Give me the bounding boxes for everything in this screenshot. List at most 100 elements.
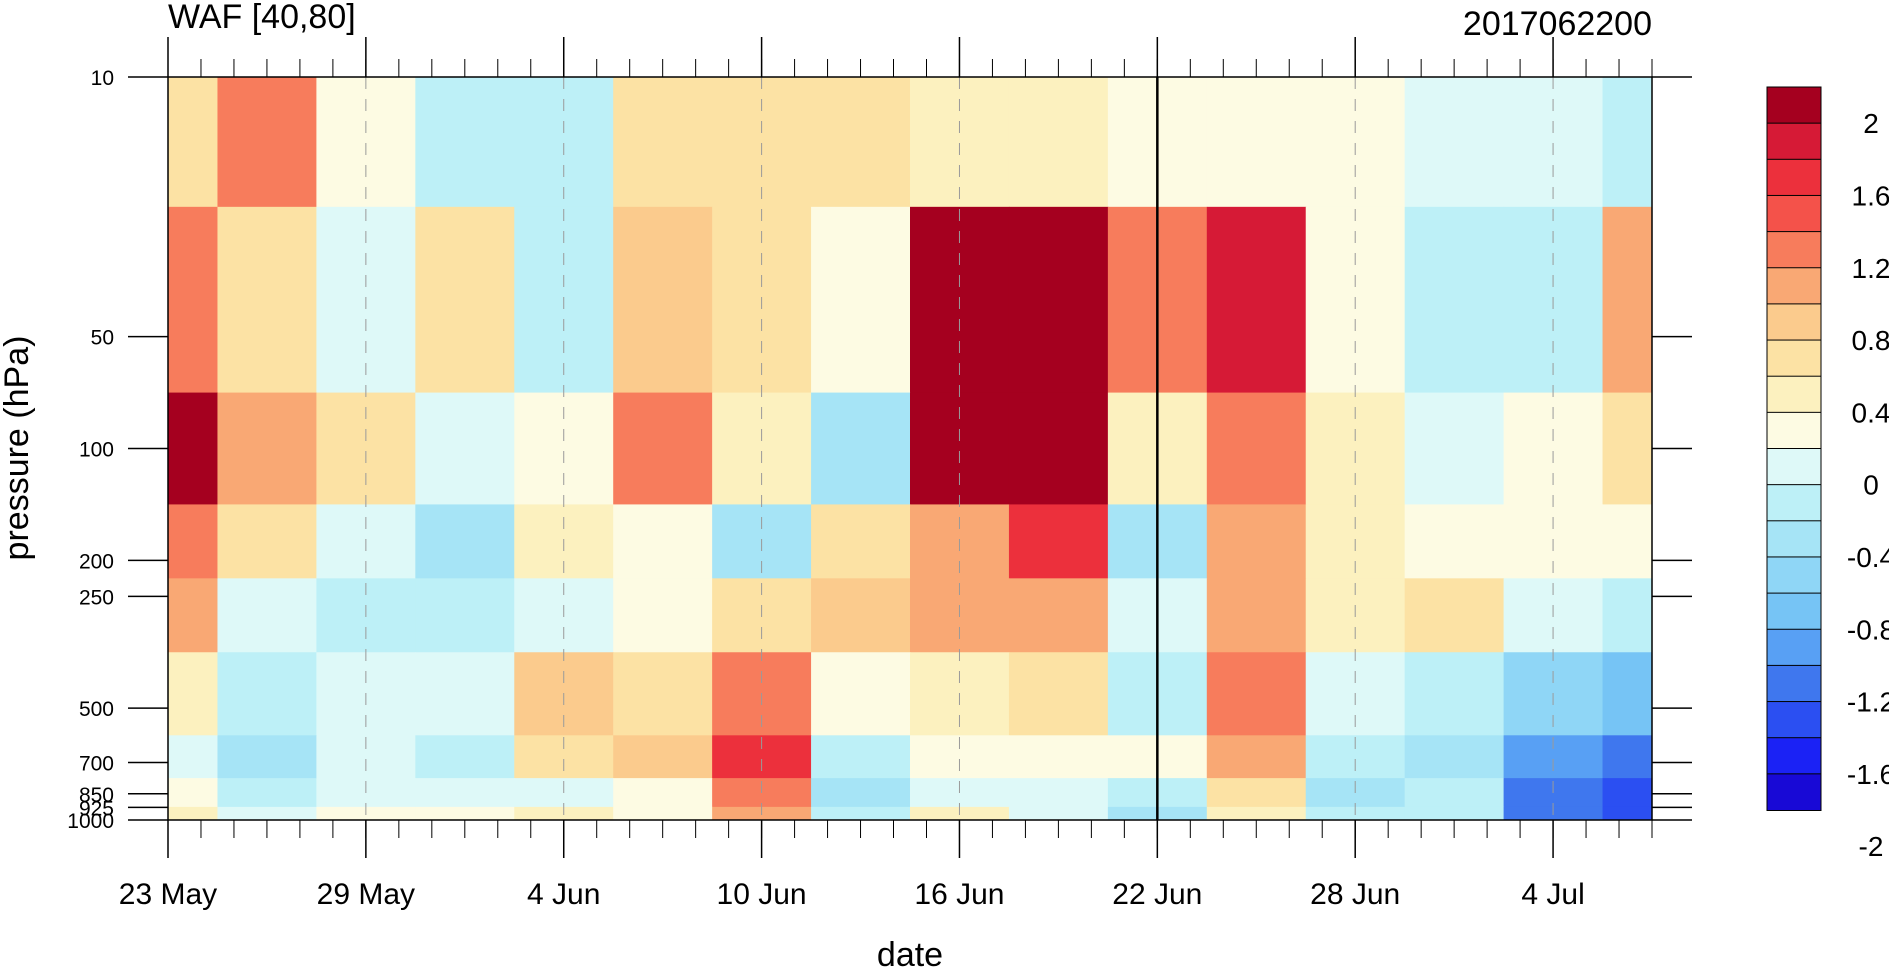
colorbar-swatch: [1766, 556, 1822, 595]
colorbar-label: -1.2: [1847, 687, 1889, 718]
heatmap-cell: [1602, 806, 1652, 820]
heatmap-cell: [1206, 504, 1307, 579]
heatmap-cell: [811, 806, 911, 820]
heatmap-cell: [811, 735, 911, 779]
heatmap-cell: [415, 806, 515, 820]
colorbar-swatch: [1766, 628, 1822, 667]
heatmap-cell: [1404, 504, 1505, 579]
heatmap-cell: [1206, 806, 1307, 820]
heatmap-cell: [1602, 77, 1652, 208]
heatmap-cell: [1404, 778, 1505, 808]
heatmap-cell: [811, 504, 911, 579]
heatmap-cell: [514, 77, 614, 208]
x-tick-label: 23 May: [119, 878, 217, 911]
heatmap-cell: [613, 652, 713, 736]
heatmap-cell: [415, 77, 515, 208]
heatmap-cell: [1602, 735, 1652, 779]
heatmap-cell: [1404, 806, 1505, 820]
colorbar-swatch: [1766, 194, 1822, 233]
colorbar-swatch: [1766, 231, 1822, 269]
heatmap-cell: [1305, 77, 1406, 208]
colorbar-swatch: [1766, 664, 1822, 703]
heatmap-cell: [1206, 778, 1307, 808]
heatmap-cell: [1404, 735, 1505, 779]
heatmap-cell: [1404, 578, 1505, 653]
colorbar-swatch: [1766, 86, 1822, 125]
x-tick-label: 16 Jun: [914, 878, 1004, 911]
y-tick-label: 10: [91, 67, 114, 90]
heatmap-cell: [613, 77, 713, 208]
heatmap-cell: [1206, 206, 1307, 394]
heatmap-cell: [1206, 77, 1307, 208]
colorbar-swatch: [1766, 339, 1822, 378]
heatmap-cells: [168, 77, 1652, 820]
colorbar-label: 0.4: [1852, 397, 1889, 428]
x-tick-label: 10 Jun: [717, 878, 807, 911]
colorbar-swatch: [1766, 303, 1822, 342]
y-tick-label: 200: [79, 550, 114, 573]
heatmap-cell: [1404, 392, 1505, 505]
heatmap-cell: [168, 392, 218, 505]
heatmap-cell: [1602, 652, 1652, 736]
heatmap-cell: [217, 206, 317, 394]
heatmap-cell: [1602, 504, 1652, 579]
colorbar-label: 0: [1863, 470, 1879, 501]
colorbar-label: -0.8: [1847, 614, 1889, 645]
heatmap-cell: [613, 206, 713, 394]
y-tick-label: 500: [79, 698, 114, 721]
colorbar-swatch: [1766, 411, 1822, 450]
heatmap-cell: [168, 778, 218, 808]
heatmap-cell: [613, 578, 713, 653]
heatmap-cell: [1008, 392, 1109, 505]
heatmap-cell: [415, 504, 515, 579]
heatmap-cell: [217, 392, 317, 505]
colorbar-label: 1.2: [1852, 253, 1889, 284]
colorbar-label: -1.6: [1847, 759, 1889, 790]
heatmap-cell: [1602, 778, 1652, 808]
y-tick-label: 1000: [67, 810, 114, 833]
heatmap-cell: [811, 77, 911, 208]
colorbar-swatch: [1766, 122, 1822, 161]
x-tick-label: 4 Jun: [527, 878, 600, 911]
heatmap-cell: [415, 392, 515, 505]
heatmap-cell: [415, 578, 515, 653]
colorbar-label: 1.6: [1852, 180, 1889, 211]
y-tick-label: 925: [79, 797, 114, 820]
y-tick-label: 850: [79, 784, 114, 807]
heatmap-cell: [1008, 206, 1109, 394]
heatmap-cell: [811, 392, 911, 505]
heatmap-cell: [811, 578, 911, 653]
heatmap-cell: [1602, 392, 1652, 505]
heatmap-cell: [1008, 735, 1109, 779]
heatmap-cell: [1008, 652, 1109, 736]
heatmap-cell: [168, 806, 218, 820]
colorbar: 2 1.6 1.2 0.8 0.4 0 -0.4 -0.8 -1.2 -1.6 -2: [1766, 86, 1889, 862]
colorbar-swatch: [1766, 267, 1822, 305]
heatmap-cell: [1206, 392, 1307, 505]
y-tick-label: 50: [91, 327, 114, 350]
colorbar-swatch: [1766, 701, 1822, 739]
heatmap-cell: [910, 77, 1010, 208]
colorbar-label: -0.4: [1847, 542, 1889, 573]
heatmap-cell: [1404, 206, 1505, 394]
heatmap-cell: [217, 652, 317, 736]
colorbar-swatch: [1766, 773, 1822, 811]
y-tick-label: 250: [79, 586, 114, 609]
heatmap-cell: [811, 206, 911, 394]
heatmap-cell: [1602, 578, 1652, 653]
heatmap-cell: [415, 778, 515, 808]
heatmap-cell: [415, 652, 515, 736]
heatmap-cell: [613, 778, 713, 808]
heatmap-cell: [316, 77, 416, 208]
heatmap-cell: [1008, 77, 1109, 208]
heatmap-cell: [1206, 652, 1307, 736]
x-axis: 23 May 29 May 4 Jun 10 Jun 16 Jun 22 Jun 28 Ju…: [119, 37, 1653, 911]
heatmap-cell: [613, 735, 713, 779]
date-stamp: 2017062200: [1463, 5, 1652, 43]
colorbar-swatch: [1766, 375, 1822, 414]
y-tick-label: 100: [79, 439, 114, 462]
heatmap-cell: [168, 504, 218, 579]
colorbar-swatch: [1766, 737, 1822, 775]
x-tick-label: 22 Jun: [1112, 878, 1202, 911]
